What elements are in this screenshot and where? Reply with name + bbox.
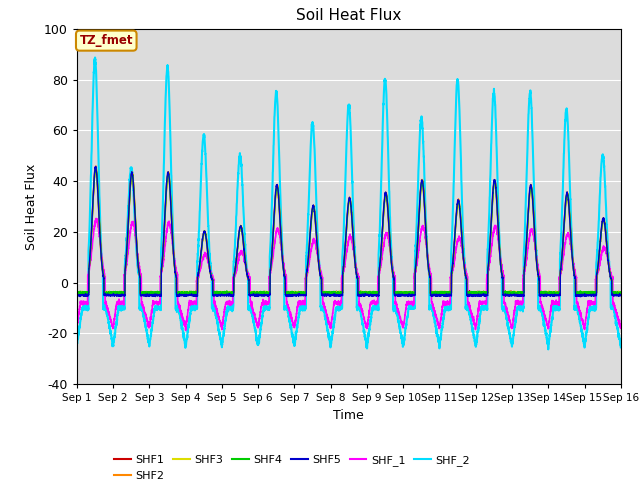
SHF2 xyxy=(465,291,472,297)
SHF4 xyxy=(617,289,625,295)
SHF1 xyxy=(617,290,625,296)
Line: SHF5: SHF5 xyxy=(77,167,621,297)
Line: SHF1: SHF1 xyxy=(77,168,621,295)
SHF_1 xyxy=(441,300,449,306)
SHF4 xyxy=(171,264,179,270)
SHF_1 xyxy=(617,325,625,331)
SHF4 xyxy=(329,289,337,295)
SHF3 xyxy=(471,289,479,295)
SHF3 xyxy=(406,292,413,298)
X-axis label: Time: Time xyxy=(333,408,364,421)
SHF3 xyxy=(502,289,509,295)
SHF_1 xyxy=(73,326,81,332)
Title: Soil Heat Flux: Soil Heat Flux xyxy=(296,9,401,24)
SHF1 xyxy=(545,292,553,298)
SHF_1 xyxy=(616,323,624,328)
SHF5 xyxy=(171,265,179,271)
SHF1 xyxy=(329,289,337,295)
SHF5 xyxy=(617,293,625,299)
SHF1 xyxy=(92,165,100,170)
SHF2 xyxy=(441,289,449,295)
SHF_2 xyxy=(441,307,449,312)
SHF_2 xyxy=(92,55,99,60)
SHF4 xyxy=(471,289,479,295)
SHF4 xyxy=(441,289,449,295)
SHF_1 xyxy=(171,258,179,264)
SHF2 xyxy=(92,163,100,169)
SHF4 xyxy=(180,292,188,298)
SHF_1 xyxy=(502,303,509,309)
SHF_2 xyxy=(545,347,552,352)
SHF1 xyxy=(441,289,449,295)
SHF5 xyxy=(329,292,337,298)
SHF4 xyxy=(73,291,81,297)
SHF3 xyxy=(329,290,337,296)
Line: SHF_1: SHF_1 xyxy=(77,218,621,330)
SHF3 xyxy=(92,167,99,172)
SHF_1 xyxy=(471,323,479,328)
SHF1 xyxy=(502,290,509,296)
SHF2 xyxy=(171,262,179,268)
Line: SHF4: SHF4 xyxy=(77,168,621,295)
SHF2 xyxy=(617,289,625,295)
Line: SHF_2: SHF_2 xyxy=(77,58,621,349)
SHF_1 xyxy=(329,310,337,316)
SHF_2 xyxy=(616,339,624,345)
Y-axis label: Soil Heat Flux: Soil Heat Flux xyxy=(26,163,38,250)
SHF_2 xyxy=(171,260,179,265)
SHF5 xyxy=(616,293,624,299)
SHF5 xyxy=(471,292,479,298)
SHF_2 xyxy=(329,330,337,336)
SHF_1 xyxy=(92,216,100,221)
SHF3 xyxy=(171,266,179,272)
SHF1 xyxy=(471,290,479,296)
SHF3 xyxy=(617,290,625,296)
SHF_2 xyxy=(73,345,81,350)
Line: SHF2: SHF2 xyxy=(77,166,621,294)
SHF3 xyxy=(616,290,624,296)
SHF2 xyxy=(616,290,624,296)
SHF_2 xyxy=(617,345,625,350)
SHF_2 xyxy=(471,338,479,344)
SHF5 xyxy=(577,294,584,300)
SHF4 xyxy=(616,290,624,296)
SHF2 xyxy=(73,289,81,295)
SHF_2 xyxy=(502,309,509,315)
SHF3 xyxy=(73,290,81,296)
SHF5 xyxy=(441,293,449,299)
SHF5 xyxy=(502,293,509,299)
SHF4 xyxy=(92,166,100,171)
SHF5 xyxy=(73,292,81,298)
SHF2 xyxy=(471,290,479,296)
SHF3 xyxy=(441,290,449,296)
SHF1 xyxy=(73,289,81,295)
SHF1 xyxy=(616,290,624,296)
SHF2 xyxy=(329,290,337,296)
SHF4 xyxy=(502,289,509,295)
SHF5 xyxy=(92,164,100,169)
SHF_1 xyxy=(182,327,189,333)
Text: TZ_fmet: TZ_fmet xyxy=(79,34,133,47)
SHF2 xyxy=(502,290,509,296)
SHF1 xyxy=(171,264,179,270)
Line: SHF3: SHF3 xyxy=(77,169,621,295)
Legend: SHF1, SHF2, SHF3, SHF4, SHF5, SHF_1, SHF_2: SHF1, SHF2, SHF3, SHF4, SHF5, SHF_1, SHF… xyxy=(109,451,474,480)
